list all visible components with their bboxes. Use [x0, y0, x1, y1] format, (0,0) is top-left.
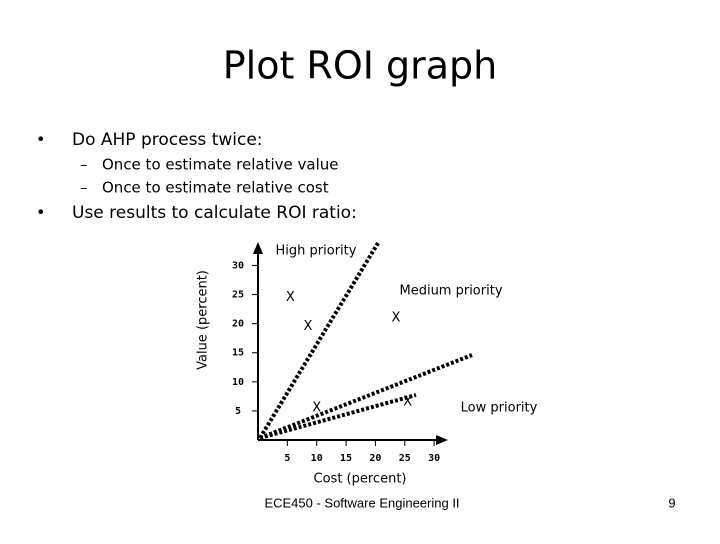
x-tick-label: 30 [428, 453, 440, 464]
x-axis-label: Cost (percent) [314, 472, 407, 487]
x-tick-label: 10 [311, 453, 323, 464]
y-axis-label: Value (percent) [196, 270, 211, 370]
high-boundary [258, 241, 380, 440]
y-tick-label: 25 [232, 290, 244, 301]
x-tick-label: 15 [340, 453, 352, 464]
point: X [286, 290, 295, 305]
y-tick-label: 15 [232, 348, 244, 359]
slide-title: Plot ROI graph [223, 44, 498, 88]
x-tick-label: 5 [284, 453, 290, 464]
annotation: Low priority [461, 401, 538, 416]
point: X [303, 319, 312, 334]
point: X [392, 310, 401, 325]
x-tick-label: 20 [369, 453, 381, 464]
annotation: High priority [276, 244, 357, 259]
x-arrow [436, 435, 448, 445]
bullet-dot: • [36, 130, 45, 149]
boundary-lines [258, 241, 473, 440]
annotation: Medium priority [399, 284, 502, 299]
page-number: 9 [668, 495, 675, 510]
y-tick-label: 20 [232, 319, 244, 330]
x-tick-label: 25 [399, 453, 411, 464]
bullet: Use results to calculate ROI ratio: [72, 203, 357, 223]
y-arrow [253, 242, 263, 254]
sub-bullet: Once to estimate relative cost [102, 179, 329, 197]
sub-dash: – [80, 179, 88, 197]
sub-bullet: Once to estimate relative value [102, 156, 338, 174]
point: X [403, 395, 412, 410]
y-tick-label: 30 [232, 260, 244, 271]
point: X [312, 401, 321, 416]
y-tick-label: 5 [235, 406, 241, 417]
sub-dash: – [80, 156, 88, 174]
footer: ECE450 - Software Engineering II [264, 495, 459, 510]
medium-boundary [259, 353, 473, 440]
bullet: Do AHP process twice: [72, 130, 263, 150]
y-tick-label: 10 [232, 377, 244, 388]
low-boundary [259, 393, 417, 440]
bullet-dot: • [36, 203, 45, 222]
axes [257, 250, 440, 441]
